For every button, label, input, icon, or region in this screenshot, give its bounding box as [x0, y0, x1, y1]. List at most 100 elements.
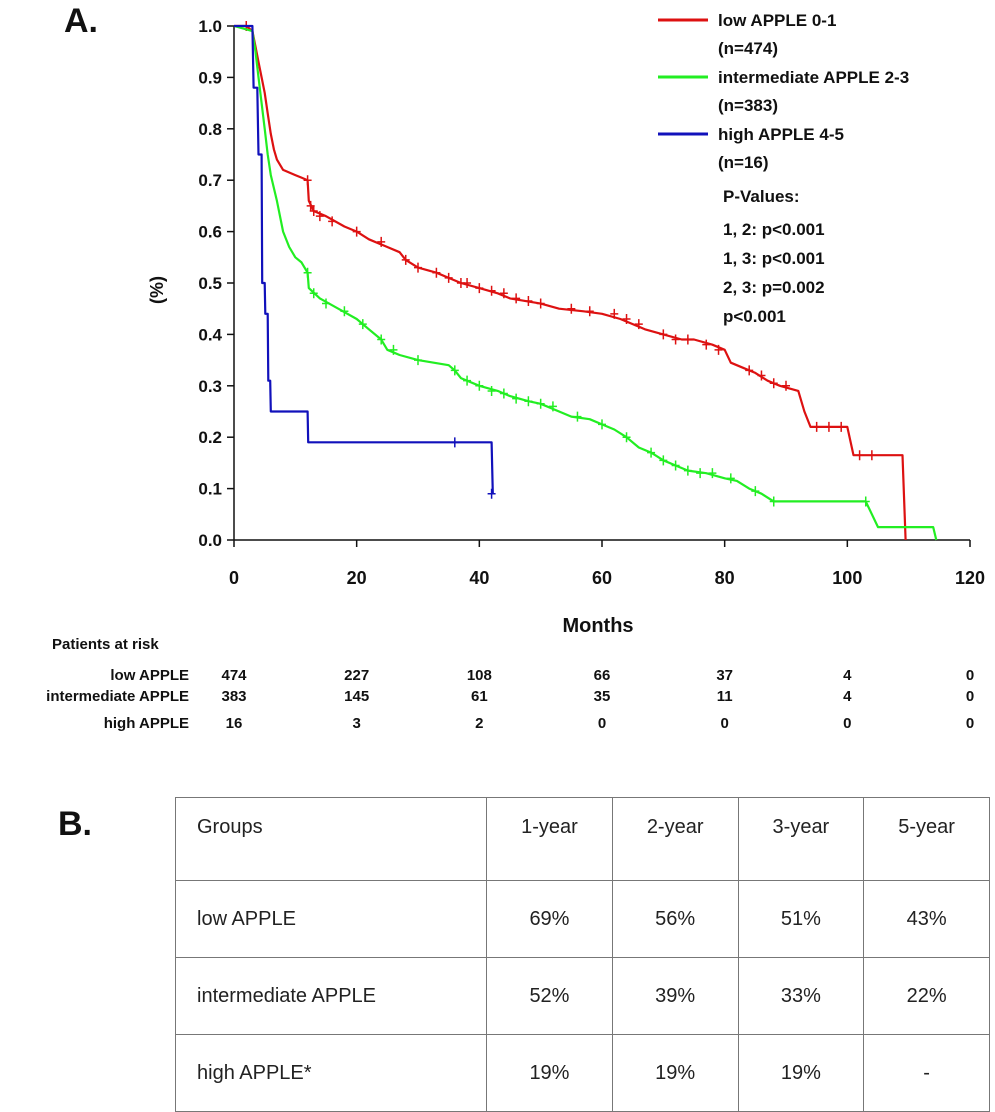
risk-row-label: high APPLE — [103, 715, 189, 732]
y-tick-label: 0.4 — [198, 325, 222, 344]
censor-mark — [309, 206, 318, 217]
y-tick-label: 0.0 — [198, 531, 222, 550]
censor-mark — [389, 344, 398, 355]
value-cell: 51% — [737, 880, 865, 958]
risk-count: 16 — [225, 715, 243, 732]
header-2-year: 2-year — [611, 797, 739, 881]
censor-mark — [315, 211, 324, 222]
y-tick-label: 0.9 — [198, 68, 222, 87]
censor-mark — [463, 375, 472, 386]
value-cell: - — [863, 1034, 990, 1112]
risk-count: 145 — [344, 688, 370, 705]
censor-mark — [683, 334, 692, 345]
value-cell: 22% — [863, 957, 990, 1035]
table-row: intermediate APPLE 52% 39% 33% 22% — [174, 957, 990, 1035]
censor-mark — [487, 488, 496, 499]
censor-mark — [450, 437, 459, 448]
censor-mark — [475, 380, 484, 391]
pvalues-title: P-Values: — [723, 187, 800, 206]
value-cell: 19% — [486, 1034, 613, 1112]
censor-mark — [757, 370, 766, 381]
risk-count: 227 — [344, 667, 370, 684]
censor-mark — [769, 378, 778, 389]
risk-count: 0 — [843, 715, 852, 732]
risk-count: 0 — [720, 715, 729, 732]
censor-mark — [714, 344, 723, 355]
header-3-year: 3-year — [737, 797, 865, 881]
censor-mark — [598, 419, 606, 430]
pvalue-line: 1, 3: p<0.001 — [723, 249, 825, 268]
y-tick-label: 0.7 — [198, 171, 222, 190]
censor-mark — [487, 285, 496, 296]
censor-mark — [432, 267, 441, 278]
censor-mark — [573, 411, 582, 422]
header-groups: Groups — [174, 797, 488, 881]
y-tick-label: 0.5 — [198, 274, 222, 293]
censor-mark — [745, 365, 754, 376]
censor-mark — [659, 455, 668, 466]
table-header-row: Groups 1-year 2-year 3-year 5-year — [174, 797, 990, 881]
censor-mark — [524, 396, 533, 407]
value-cell: 43% — [863, 880, 990, 958]
legend-count-1: (n=474) — [718, 39, 778, 58]
risk-count: 0 — [965, 688, 975, 705]
value-cell: 52% — [486, 957, 613, 1035]
censor-mark — [812, 421, 821, 432]
censor-mark — [377, 236, 386, 247]
censor-mark — [671, 334, 680, 345]
risk-count: 61 — [470, 688, 488, 705]
censor-mark — [450, 365, 459, 376]
risk-row-label: low APPLE — [110, 667, 189, 684]
legend-label-3: high APPLE 4-5 — [718, 125, 844, 144]
risk-count: 35 — [593, 688, 611, 705]
censor-mark — [358, 319, 367, 330]
censor-mark — [855, 450, 864, 461]
censor-mark — [444, 272, 453, 283]
legend-count-2: (n=383) — [718, 96, 778, 115]
legend-label-2: intermediate APPLE 2-3 — [718, 68, 909, 87]
y-tick-label: 0.6 — [198, 223, 222, 242]
censor-mark — [647, 447, 656, 458]
censor-mark — [303, 175, 312, 186]
risk-count: 0 — [597, 715, 607, 732]
censor-mark — [352, 226, 361, 237]
risk-count: 0 — [965, 715, 975, 732]
risk-count: 4 — [843, 667, 852, 684]
censor-mark — [837, 421, 846, 432]
censor-mark — [306, 200, 315, 211]
legend-label-1: low APPLE 0-1 — [718, 11, 836, 30]
censor-mark — [524, 295, 533, 306]
censor-mark — [499, 288, 508, 299]
censor-mark — [696, 468, 705, 479]
censor-mark — [659, 329, 668, 340]
legend-count-3: (n=16) — [718, 153, 769, 172]
censor-mark — [322, 298, 330, 309]
value-cell: 19% — [737, 1034, 865, 1112]
censor-mark — [634, 319, 643, 330]
panel-b-label: B. — [58, 805, 92, 843]
y-tick-label: 0.3 — [198, 377, 222, 396]
risk-count: 11 — [716, 688, 733, 705]
censor-mark — [824, 421, 833, 432]
censor-mark — [567, 303, 576, 314]
censor-mark — [708, 468, 717, 479]
x-axis-label: Months — [562, 615, 633, 637]
censor-mark — [463, 278, 472, 288]
censor-mark — [702, 339, 711, 350]
censor-mark — [499, 388, 508, 399]
series-line-3 — [234, 24, 494, 494]
series-line-2 — [233, 24, 938, 541]
censor-mark — [309, 288, 318, 299]
censor-mark — [414, 262, 422, 273]
pvalue-line: p<0.001 — [723, 307, 786, 326]
y-tick-label: 1.0 — [198, 17, 222, 36]
censor-mark — [782, 380, 790, 391]
censor-mark — [401, 254, 410, 265]
censor-mark — [512, 293, 521, 304]
x-tick-label: 100 — [832, 568, 862, 588]
risk-table-title: Patients at risk — [52, 636, 159, 653]
censor-mark — [487, 385, 496, 396]
y-tick-label: 0.2 — [198, 428, 222, 447]
censor-mark — [585, 306, 594, 317]
y-tick-label: 0.8 — [198, 120, 222, 139]
